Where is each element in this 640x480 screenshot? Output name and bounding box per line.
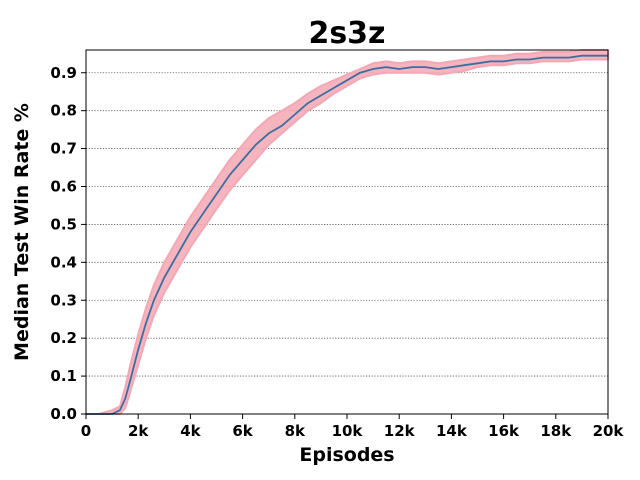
x-axis-label: Episodes [299, 444, 394, 466]
y-tick-label: 0.5 [50, 215, 77, 233]
x-tick-label: 10k [332, 422, 364, 440]
plot-frame [85, 49, 609, 415]
y-tick-label: 0.2 [50, 329, 77, 347]
confidence-band-layer [85, 49, 609, 415]
x-tick-label: 0 [81, 422, 91, 440]
x-tick-label: 12k [384, 422, 416, 440]
y-tick-label: 0.8 [50, 102, 77, 120]
y-tick-label: 0.4 [50, 253, 77, 271]
y-tick-label: 0.1 [50, 367, 77, 385]
gridlines [86, 72, 608, 377]
y-axis: 0.0 0.1 0.2 0.3 0.4 0.5 0.6 0.7 0.8 0.9 [50, 64, 86, 423]
chart-title: 2s3z [308, 16, 385, 51]
x-tick-label: 2k [128, 422, 149, 440]
y-axis-label: Median Test Win Rate % [11, 103, 33, 361]
median-line-layer [86, 54, 608, 415]
confidence-band [85, 49, 609, 415]
x-tick-label: 14k [436, 422, 468, 440]
y-tick-label: 0.7 [50, 140, 77, 158]
x-tick-label: 6k [232, 422, 253, 440]
y-tick-label: 0.0 [50, 405, 77, 423]
y-tick-label: 0.9 [50, 64, 77, 82]
x-tick-label: 20k [593, 422, 625, 440]
x-tick-label: 8k [285, 422, 306, 440]
x-tick-label: 18k [540, 422, 572, 440]
x-axis: 0 2k 4k 6k 8k 10k 12k 14k 16k 18k 20k [81, 414, 625, 440]
y-tick-label: 0.6 [50, 178, 77, 196]
y-tick-label: 0.3 [50, 291, 77, 309]
median-line [86, 54, 608, 415]
x-tick-label: 16k [488, 422, 520, 440]
x-tick-label: 4k [180, 422, 201, 440]
